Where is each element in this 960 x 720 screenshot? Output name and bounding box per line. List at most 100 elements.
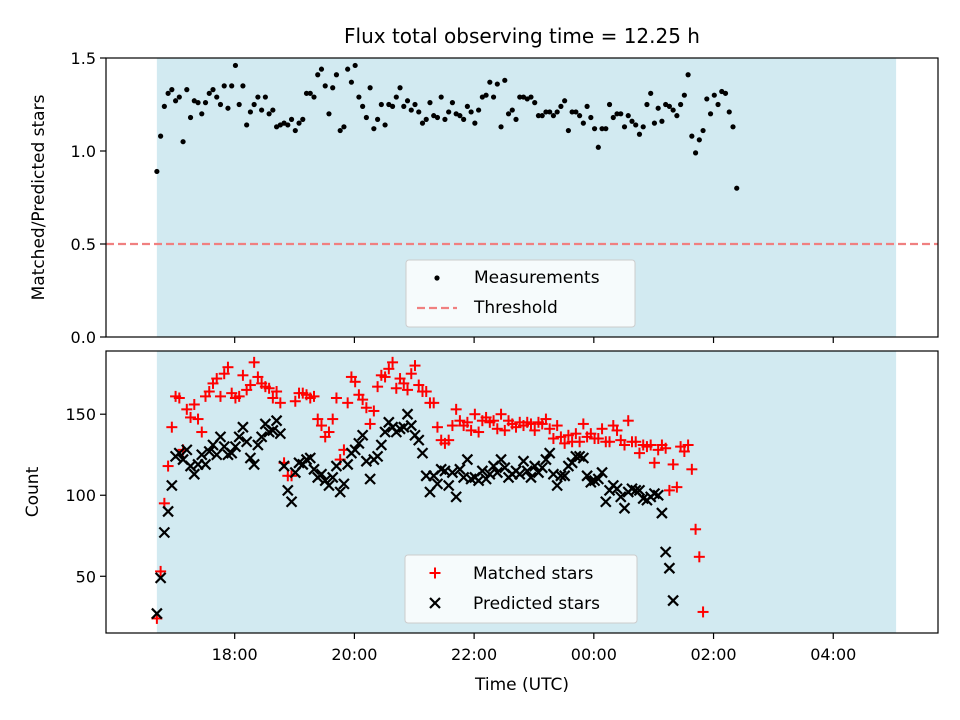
matched-point bbox=[252, 371, 264, 383]
predicted-point bbox=[252, 439, 264, 451]
predicted-point bbox=[401, 408, 414, 420]
measurement-point bbox=[184, 87, 190, 93]
measurement-point bbox=[461, 116, 467, 122]
predicted-point bbox=[652, 489, 664, 502]
matched-point bbox=[349, 376, 361, 388]
measurement-point bbox=[416, 109, 422, 115]
predicted-point bbox=[558, 470, 571, 482]
predicted-point bbox=[353, 437, 365, 450]
predicted-point bbox=[555, 470, 567, 482]
matched-point bbox=[244, 379, 256, 391]
measurement-point bbox=[333, 72, 340, 78]
measurement-point bbox=[446, 109, 452, 115]
predicted-point bbox=[308, 463, 320, 476]
measurement-point bbox=[318, 66, 325, 72]
predicted-point bbox=[282, 484, 294, 497]
axes-frame-bottom bbox=[105, 350, 939, 634]
matched-point bbox=[409, 360, 421, 372]
measurement-point bbox=[326, 111, 332, 117]
predicted-point bbox=[278, 460, 290, 472]
predicted-point bbox=[592, 473, 605, 485]
measurement-point bbox=[360, 103, 366, 109]
matched-point bbox=[469, 408, 481, 420]
measurement-point bbox=[232, 62, 239, 69]
matched-point bbox=[443, 434, 455, 446]
chart-title: Flux total observing time = 12.25 h bbox=[344, 24, 700, 48]
matched-point bbox=[690, 523, 702, 535]
matched-point bbox=[559, 437, 571, 449]
matched-point bbox=[622, 415, 634, 427]
predicted-point bbox=[326, 471, 339, 484]
matched-point bbox=[525, 418, 537, 430]
measurement-point bbox=[689, 133, 695, 139]
matched-point bbox=[540, 413, 552, 425]
measurement-point bbox=[498, 124, 504, 130]
predicted-point bbox=[158, 526, 171, 539]
predicted-point bbox=[614, 491, 627, 503]
matched-point bbox=[203, 386, 215, 398]
matched-point bbox=[214, 390, 226, 402]
measurement-point bbox=[236, 101, 242, 108]
matched-point bbox=[663, 484, 675, 496]
matched-point bbox=[547, 433, 559, 445]
predicted-point bbox=[274, 427, 287, 440]
predicted-point bbox=[349, 444, 361, 456]
matched-point bbox=[263, 382, 275, 394]
matched-point bbox=[315, 420, 327, 432]
predicted-point bbox=[195, 448, 208, 461]
measurement-point bbox=[221, 83, 227, 89]
predicted-point bbox=[356, 429, 369, 442]
measurement-point bbox=[158, 133, 164, 139]
xtick-label: 04:00 bbox=[810, 645, 856, 664]
measurement-point bbox=[176, 94, 182, 100]
legend-marker-measurements bbox=[434, 275, 440, 281]
matched-point bbox=[237, 369, 249, 381]
matched-point bbox=[192, 413, 204, 425]
measurement-point bbox=[367, 85, 373, 91]
matched-point bbox=[660, 442, 672, 454]
matched-point bbox=[357, 394, 369, 406]
predicted-point bbox=[285, 495, 298, 508]
measurement-point bbox=[655, 105, 661, 111]
y-axis-label-top: Matched/Predicted stars bbox=[29, 94, 49, 300]
top-ytick-label: 0.5 bbox=[71, 235, 96, 254]
legend-box-bottom bbox=[404, 554, 638, 624]
matched-point bbox=[387, 356, 399, 368]
matched-point bbox=[428, 397, 440, 409]
measurement-point bbox=[449, 100, 456, 106]
measurement-point bbox=[330, 85, 336, 91]
measurement-point bbox=[614, 111, 620, 117]
predicted-point bbox=[454, 463, 466, 476]
predicted-point bbox=[442, 479, 455, 492]
predicted-point bbox=[323, 479, 335, 492]
measurement-point bbox=[640, 124, 646, 130]
predicted-point bbox=[663, 562, 676, 574]
matched-point bbox=[379, 371, 391, 383]
measurement-point bbox=[371, 126, 377, 132]
matched-point bbox=[450, 403, 462, 415]
bottom-ytick-label: 100 bbox=[65, 486, 96, 505]
predicted-point bbox=[525, 471, 537, 484]
matched-point bbox=[211, 373, 223, 385]
predicted-point bbox=[173, 447, 186, 459]
measurement-point bbox=[494, 81, 500, 87]
measurement-point bbox=[244, 122, 250, 128]
measurement-point bbox=[292, 127, 298, 134]
matched-point bbox=[402, 384, 414, 396]
matched-point bbox=[667, 458, 679, 470]
predicted-point bbox=[656, 507, 668, 519]
measurement-point bbox=[535, 113, 542, 119]
measurement-point bbox=[722, 90, 729, 96]
matched-point bbox=[398, 377, 410, 389]
measurement-point bbox=[311, 94, 317, 100]
predicted-point bbox=[667, 594, 679, 607]
matched-point bbox=[544, 423, 556, 435]
predicted-point bbox=[659, 546, 672, 558]
predicted-point bbox=[304, 452, 317, 464]
measurement-point bbox=[591, 126, 598, 132]
measurement-point bbox=[217, 101, 224, 108]
matched-point bbox=[308, 390, 320, 402]
axes-frame-top bbox=[105, 57, 939, 338]
predicted-point bbox=[154, 572, 167, 584]
measurement-point bbox=[569, 109, 575, 115]
